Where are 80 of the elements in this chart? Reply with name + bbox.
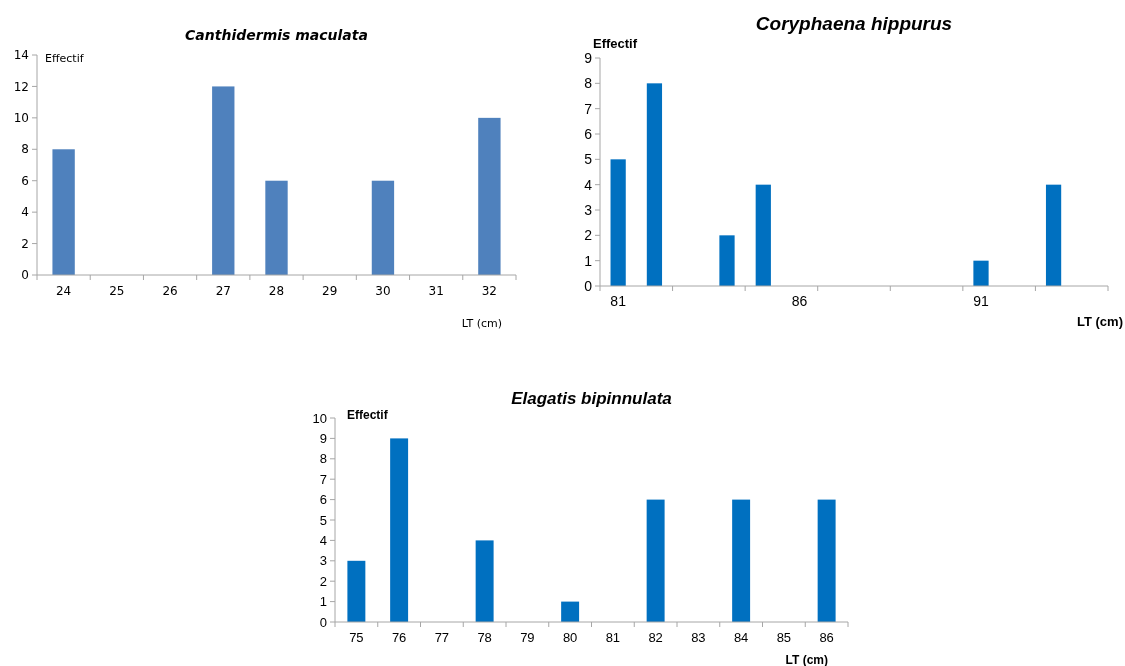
y-tick-label: 4 xyxy=(21,205,29,220)
x-tick-label: 25 xyxy=(109,284,125,298)
x-tick-label: 31 xyxy=(428,284,444,298)
y-tick-label: 5 xyxy=(584,151,593,168)
y-tick-label: 6 xyxy=(21,173,29,188)
y-tick-label: 8 xyxy=(21,142,29,157)
y-tick-label: 0 xyxy=(21,268,29,283)
bar xyxy=(371,180,395,275)
bar xyxy=(478,117,501,275)
x-tick-label: 86 xyxy=(791,293,808,309)
bar xyxy=(390,438,409,622)
y-tick-label: 5 xyxy=(319,512,327,528)
y-tick-label: 4 xyxy=(584,176,593,193)
bar xyxy=(212,86,235,275)
x-tick-label: 26 xyxy=(162,284,178,298)
y-tick-label: 2 xyxy=(21,236,29,251)
bar xyxy=(610,159,626,286)
x-tick-label: 82 xyxy=(648,630,663,645)
y-tick-label: 6 xyxy=(584,125,593,142)
y-tick-label: 2 xyxy=(319,573,327,589)
y-axis-title: Effectif xyxy=(593,36,638,51)
y-tick-label: 8 xyxy=(584,75,593,92)
y-tick-label: 7 xyxy=(319,471,327,487)
bar xyxy=(347,560,366,622)
x-tick-label: 84 xyxy=(733,630,749,645)
chart-title: Coryphaena hippurus xyxy=(755,13,953,34)
bar xyxy=(732,499,751,622)
x-tick-label: 75 xyxy=(349,630,364,645)
y-tick-label: 0 xyxy=(584,277,593,294)
bar xyxy=(1045,184,1062,286)
x-tick-label: 78 xyxy=(477,630,492,645)
y-tick-label: 6 xyxy=(319,492,327,508)
x-tick-label: 86 xyxy=(819,630,834,645)
y-tick-label: 12 xyxy=(13,79,29,94)
bar xyxy=(817,499,836,622)
y-tick-label: 3 xyxy=(584,201,593,218)
x-tick-label: 77 xyxy=(434,630,450,645)
x-tick-label: 81 xyxy=(605,630,621,645)
bar xyxy=(475,540,494,622)
x-tick-label: 27 xyxy=(215,284,231,298)
y-tick-label: 0 xyxy=(319,614,327,630)
x-axis-title: LT (cm) xyxy=(461,317,502,330)
y-tick-label: 9 xyxy=(584,49,593,66)
y-tick-label: 14 xyxy=(13,48,29,63)
x-tick-label: 28 xyxy=(268,284,285,298)
x-tick-label: 24 xyxy=(55,284,72,298)
bar xyxy=(646,499,665,622)
y-axis-title: Effectif xyxy=(347,408,389,422)
bar xyxy=(719,235,735,286)
y-tick-label: 1 xyxy=(319,594,327,610)
x-tick-label: 79 xyxy=(520,630,535,645)
x-tick-label: 80 xyxy=(562,630,578,645)
x-tick-label: 29 xyxy=(322,284,338,298)
bar xyxy=(265,180,288,275)
bar xyxy=(755,184,771,286)
bar xyxy=(646,83,663,286)
bar xyxy=(973,260,989,286)
x-axis-title: LT (cm) xyxy=(785,653,828,666)
y-tick-label: 3 xyxy=(319,553,327,569)
x-tick-label: 81 xyxy=(610,293,627,309)
y-tick-label: 2 xyxy=(584,227,593,244)
chart-title: Canthidermis maculata xyxy=(185,27,368,43)
y-axis-title: Effectif xyxy=(45,52,85,65)
x-axis-title: LT (cm) xyxy=(1077,314,1123,329)
y-tick-label: 4 xyxy=(319,532,327,548)
y-tick-label: 1 xyxy=(584,252,593,269)
y-tick-label: 10 xyxy=(13,111,29,126)
x-tick-label: 83 xyxy=(691,630,706,645)
x-tick-label: 85 xyxy=(776,630,792,645)
x-tick-label: 76 xyxy=(391,630,407,645)
y-tick-label: 8 xyxy=(319,451,327,467)
bar xyxy=(561,601,580,622)
y-tick-label: 7 xyxy=(584,100,593,117)
y-tick-label: 9 xyxy=(319,430,327,446)
chart-title: Elagatis bipinnulata xyxy=(511,389,672,408)
x-tick-label: 32 xyxy=(481,284,498,298)
y-tick-label: 10 xyxy=(312,410,327,426)
bar xyxy=(52,149,75,275)
x-tick-label: 30 xyxy=(375,284,391,298)
x-tick-label: 91 xyxy=(973,293,989,309)
